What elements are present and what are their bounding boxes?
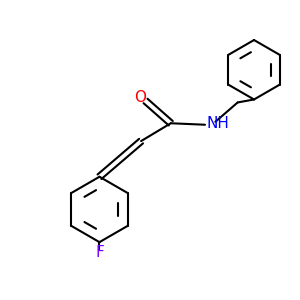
Text: F: F — [95, 245, 104, 260]
Text: O: O — [134, 91, 146, 106]
Text: NH: NH — [206, 116, 229, 131]
